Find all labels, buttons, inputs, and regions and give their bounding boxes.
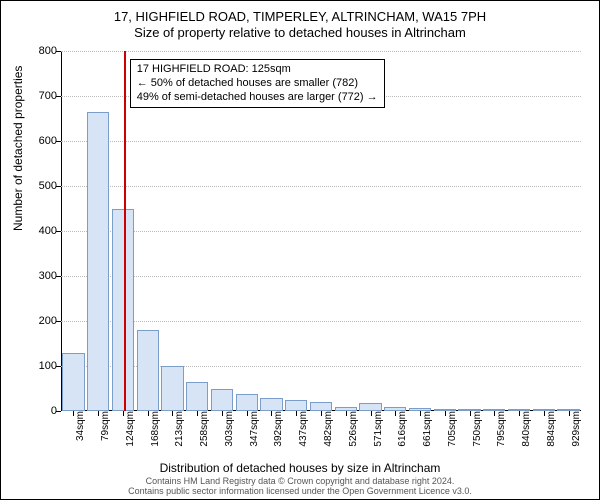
x-tick-label: 347sqm <box>247 411 260 447</box>
y-gridline <box>61 276 581 277</box>
x-tick-label: 526sqm <box>346 411 359 447</box>
histogram-bar <box>62 353 84 412</box>
x-tick-label: 437sqm <box>296 411 309 447</box>
x-axis-label: Distribution of detached houses by size … <box>1 461 599 475</box>
x-tick-label: 168sqm <box>148 411 161 447</box>
y-gridline <box>61 141 581 142</box>
y-tick-label: 700 <box>39 90 61 102</box>
title-line-1: 17, HIGHFIELD ROAD, TIMPERLEY, ALTRINCHA… <box>1 9 599 25</box>
y-tick-label: 300 <box>39 270 61 282</box>
histogram-bar <box>285 400 307 411</box>
property-info-box: 17 HIGHFIELD ROAD: 125sqm← 50% of detach… <box>130 59 385 108</box>
histogram-bar <box>260 398 282 412</box>
y-tick-label: 600 <box>39 135 61 147</box>
x-tick-label: 303sqm <box>222 411 235 447</box>
title-block: 17, HIGHFIELD ROAD, TIMPERLEY, ALTRINCHA… <box>1 1 599 40</box>
y-gridline <box>61 186 581 187</box>
info-box-line: 17 HIGHFIELD ROAD: 125sqm <box>137 63 378 77</box>
histogram-bar <box>161 366 183 411</box>
histogram-bar <box>186 382 208 411</box>
histogram-bar <box>87 112 109 411</box>
x-tick-label: 705sqm <box>445 411 458 447</box>
attribution-line-2: Contains public sector information licen… <box>1 487 599 497</box>
y-tick-label: 500 <box>39 180 61 192</box>
x-tick-label: 482sqm <box>321 411 334 447</box>
y-gridline <box>61 51 581 52</box>
x-tick-label: 392sqm <box>271 411 284 447</box>
x-tick-label: 213sqm <box>172 411 185 447</box>
histogram-bar <box>359 403 381 411</box>
title-line-2: Size of property relative to detached ho… <box>1 25 599 41</box>
attribution-block: Contains HM Land Registry data © Crown c… <box>1 477 599 497</box>
info-box-line: ← 50% of detached houses are smaller (78… <box>137 77 378 91</box>
x-tick-label: 616sqm <box>395 411 408 447</box>
y-tick-label: 400 <box>39 225 61 237</box>
x-tick-label: 750sqm <box>470 411 483 447</box>
y-tick-label: 200 <box>39 315 61 327</box>
y-gridline <box>61 231 581 232</box>
x-tick-label: 79sqm <box>98 411 111 441</box>
x-tick-label: 929sqm <box>569 411 582 447</box>
histogram-bar <box>310 402 332 411</box>
info-box-line: 49% of semi-detached houses are larger (… <box>137 91 378 105</box>
y-tick-label: 100 <box>39 360 61 372</box>
y-tick-label: 800 <box>39 45 61 57</box>
histogram-bar <box>137 330 159 411</box>
x-tick-label: 840sqm <box>519 411 532 447</box>
x-tick-label: 258sqm <box>197 411 210 447</box>
x-tick-label: 661sqm <box>420 411 433 447</box>
histogram-bar <box>211 389 233 411</box>
property-marker-line <box>124 51 126 411</box>
x-tick-label: 571sqm <box>371 411 384 447</box>
chart-container: 17, HIGHFIELD ROAD, TIMPERLEY, ALTRINCHA… <box>0 0 600 500</box>
x-tick-label: 795sqm <box>494 411 507 447</box>
x-tick-label: 124sqm <box>123 411 136 447</box>
x-tick-label: 884sqm <box>544 411 557 447</box>
y-gridline <box>61 321 581 322</box>
histogram-bar <box>236 394 258 411</box>
y-tick-label: 0 <box>51 405 61 417</box>
plot-area: 010020030040050060070080034sqm79sqm124sq… <box>61 51 581 411</box>
y-axis-label: Number of detached properties <box>11 66 25 231</box>
x-tick-label: 34sqm <box>73 411 86 441</box>
